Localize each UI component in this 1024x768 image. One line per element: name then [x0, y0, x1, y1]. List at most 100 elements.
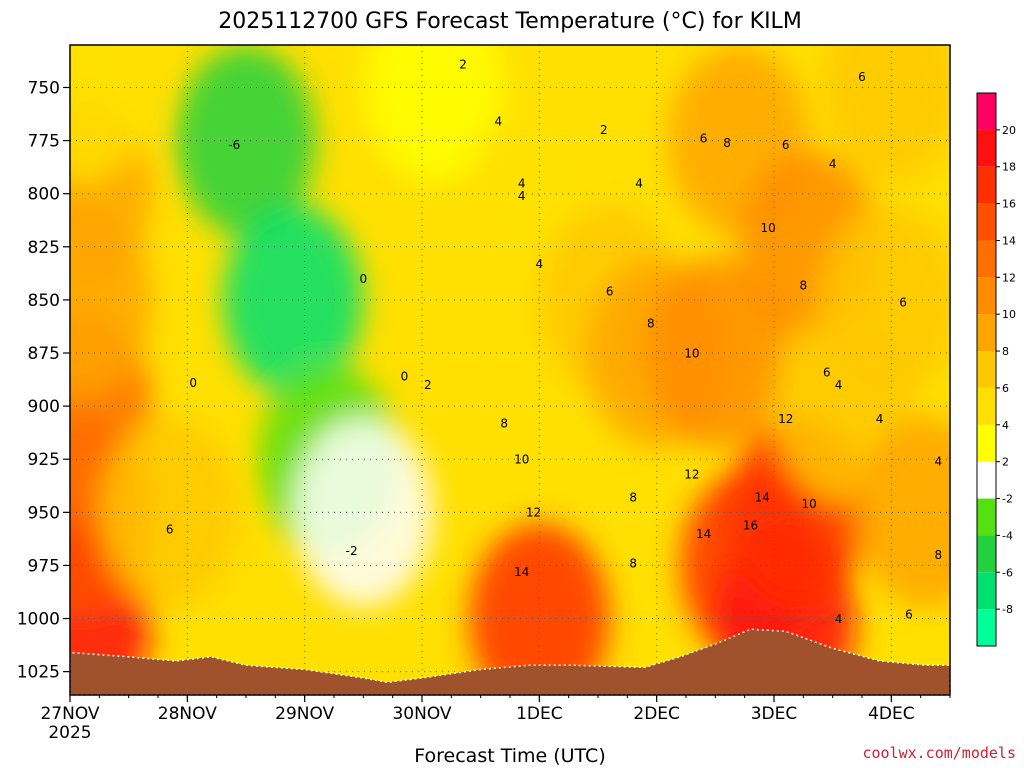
- contour-label: 0: [189, 376, 197, 390]
- temp-blob: [99, 417, 240, 608]
- contour-label: 4: [536, 257, 544, 271]
- contour-label: 14: [514, 565, 529, 579]
- contour-label: 8: [800, 278, 808, 292]
- contour-label: 4: [829, 157, 837, 171]
- y-axis: 750 775 800 825 850 875 900 925 950 975 1000 1025: [17, 78, 70, 683]
- contour-label: 6: [823, 365, 831, 379]
- y-tick-label: 1025: [17, 663, 60, 683]
- contour-label: 6: [899, 295, 907, 309]
- y-tick-label: 775: [28, 132, 60, 152]
- contour-label: 8: [934, 548, 942, 562]
- colorbar-label: -8: [1002, 603, 1013, 616]
- y-tick-label: 1000: [17, 610, 60, 630]
- temp-blob: [176, 45, 316, 236]
- colorbar-swatch: [977, 572, 996, 610]
- contour-label: 10: [684, 346, 699, 360]
- contour-label: 8: [629, 557, 637, 571]
- colorbar-frame: [976, 92, 997, 647]
- temp-blob: [645, 258, 786, 449]
- ground-surface: [70, 628, 950, 695]
- contour-label: 0: [401, 370, 409, 384]
- temp-blob: [821, 204, 950, 395]
- colorbar-label: 8: [1002, 345, 1009, 358]
- x-tick-label: 3DEC: [751, 704, 798, 724]
- colorbar-swatch: [977, 314, 996, 352]
- contour-label: -2: [346, 544, 358, 558]
- colorbar-label: -6: [1002, 566, 1013, 579]
- contour-label: 10: [760, 221, 775, 235]
- colorbar-label: -2: [1002, 493, 1013, 506]
- contour-label: 2: [459, 57, 467, 71]
- colorbar-swatch: [977, 498, 996, 536]
- colorbar-label: 14: [1002, 234, 1016, 247]
- contour-label: 12: [778, 412, 793, 426]
- colorbar-label: 12: [1002, 271, 1016, 284]
- contour-label: 6: [905, 608, 913, 622]
- x-tick-label: 29NOV: [275, 704, 334, 724]
- contour-label: 4: [518, 176, 526, 190]
- colorbar-swatch: [977, 203, 996, 241]
- y-tick-label: 750: [28, 78, 60, 98]
- colorbar-label: 16: [1002, 198, 1016, 211]
- contour-label: 12: [526, 506, 541, 520]
- temp-blob: [821, 45, 950, 183]
- contour-label: 8: [723, 136, 731, 150]
- colorbar-label: 20: [1002, 124, 1016, 137]
- contour-label: 4: [876, 412, 884, 426]
- colorbar-label: -4: [1002, 529, 1013, 542]
- y-tick-label: 900: [28, 397, 60, 417]
- colorbar-swatch: [977, 387, 996, 425]
- x-tick-label: 30NOV: [392, 704, 451, 724]
- credit-link[interactable]: coolwx.com/models: [862, 744, 1016, 762]
- temp-blob: [70, 45, 152, 183]
- contour-label: -6: [228, 138, 240, 152]
- contour-label: 4: [494, 115, 502, 129]
- y-tick-label: 950: [28, 503, 60, 523]
- contour-label: 8: [647, 317, 655, 331]
- contour-label: 16: [743, 518, 758, 532]
- contour-label: 6: [782, 138, 790, 152]
- y-tick-label: 875: [28, 344, 60, 364]
- x-tick-label: 27NOV: [40, 704, 99, 724]
- colorbar-label: 2: [1002, 456, 1009, 469]
- contour-label: 4: [835, 378, 843, 392]
- colorbar: -8 -6 -4 -2 2 4 6 8 10 12 14 16 18 20: [976, 92, 1016, 647]
- contour-label: 12: [684, 467, 699, 481]
- temp-blob: [363, 45, 504, 183]
- contour-label: 14: [755, 491, 770, 505]
- chart-title: 2025112700 GFS Forecast Temperature (°C)…: [218, 9, 802, 34]
- y-tick-label: 825: [28, 238, 60, 258]
- x-tick-label: 4DEC: [868, 704, 915, 724]
- colorbar-swatch: [977, 609, 996, 646]
- contour-label: 6: [166, 523, 174, 537]
- contour-label: 6: [606, 285, 614, 299]
- contour-label: 2: [424, 378, 432, 392]
- x-tick-label: 2DEC: [633, 704, 680, 724]
- colorbar-swatch: [977, 351, 996, 388]
- x-tick-sublabel: 2025: [48, 723, 91, 743]
- temp-blob: [856, 417, 950, 608]
- x-axis-label: Forecast Time (UTC): [414, 745, 605, 767]
- colorbar-label: 10: [1002, 308, 1016, 321]
- contour-label: 10: [514, 452, 529, 466]
- y-tick-label: 850: [28, 291, 60, 311]
- contour-label: 14: [696, 527, 711, 541]
- temperature-field: [70, 45, 950, 695]
- field-blobs: [70, 45, 950, 695]
- colorbar-label: 6: [1002, 382, 1009, 395]
- contour-label: 8: [629, 491, 637, 505]
- contour-label: 10: [802, 497, 817, 511]
- colorbar-swatch: [977, 129, 996, 167]
- contour-label: 2: [600, 123, 608, 137]
- y-tick-label: 800: [28, 185, 60, 205]
- contour-label: 0: [360, 272, 368, 286]
- contour-label: 4: [934, 455, 942, 469]
- temp-blob: [293, 417, 434, 608]
- colorbar-swatch: [977, 535, 996, 573]
- contour-label: 8: [500, 416, 508, 430]
- colorbar-label: 18: [1002, 161, 1016, 174]
- contour-label: 6: [858, 70, 866, 84]
